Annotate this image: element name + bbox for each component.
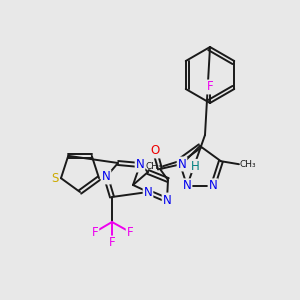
Text: N: N: [183, 179, 191, 192]
Text: S: S: [52, 172, 59, 185]
Text: N: N: [102, 170, 110, 184]
Text: CH₃: CH₃: [240, 160, 256, 169]
Text: F: F: [92, 226, 98, 238]
Text: F: F: [207, 80, 213, 94]
Text: N: N: [136, 158, 144, 172]
Text: N: N: [208, 179, 217, 192]
Text: O: O: [150, 145, 160, 158]
Text: F: F: [109, 236, 115, 250]
Text: CH₃: CH₃: [146, 162, 162, 171]
Text: N: N: [144, 185, 152, 199]
Text: F: F: [127, 226, 133, 238]
Text: H: H: [191, 160, 200, 172]
Text: N: N: [178, 158, 186, 170]
Text: N: N: [163, 194, 171, 206]
